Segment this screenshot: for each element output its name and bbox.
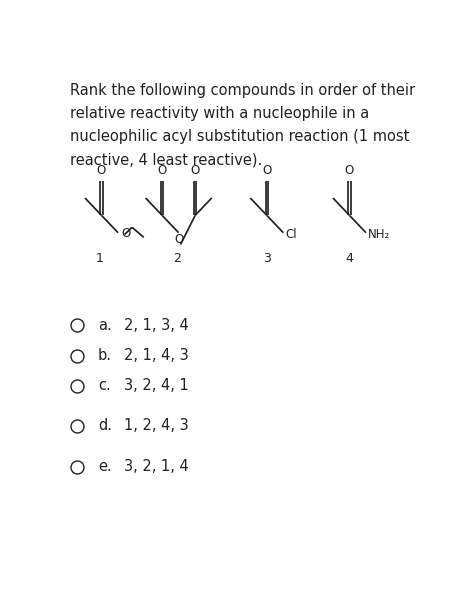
Text: relative reactivity with a nucleophile in a: relative reactivity with a nucleophile i… [70,106,370,121]
Text: 3: 3 [263,252,271,266]
Text: NH₂: NH₂ [368,228,391,241]
Text: nucleophilic acyl substitution reaction (1 most: nucleophilic acyl substitution reaction … [70,129,410,144]
Text: O: O [345,165,354,178]
Text: Cl: Cl [285,228,297,241]
Text: d.: d. [98,418,112,433]
Text: e.: e. [98,459,111,475]
Text: 4: 4 [346,252,354,266]
Text: O: O [97,165,106,178]
Text: c.: c. [98,378,110,393]
Text: 3, 2, 4, 1: 3, 2, 4, 1 [124,378,188,393]
Text: O: O [174,233,183,246]
Text: O: O [121,227,130,240]
Text: reactive, 4 least reactive).: reactive, 4 least reactive). [70,153,263,168]
Text: O: O [157,165,167,178]
Text: O: O [262,165,272,178]
Text: 3, 2, 1, 4: 3, 2, 1, 4 [124,459,188,475]
Text: 2, 1, 3, 4: 2, 1, 3, 4 [124,318,188,333]
Text: 1, 2, 4, 3: 1, 2, 4, 3 [124,418,188,433]
Text: b.: b. [98,348,112,364]
Text: O: O [191,165,200,178]
Text: 1: 1 [96,252,104,266]
Text: 2: 2 [173,252,181,266]
Text: a.: a. [98,318,111,333]
Text: Rank the following compounds in order of their: Rank the following compounds in order of… [70,83,415,98]
Text: 2, 1, 4, 3: 2, 1, 4, 3 [124,348,188,364]
